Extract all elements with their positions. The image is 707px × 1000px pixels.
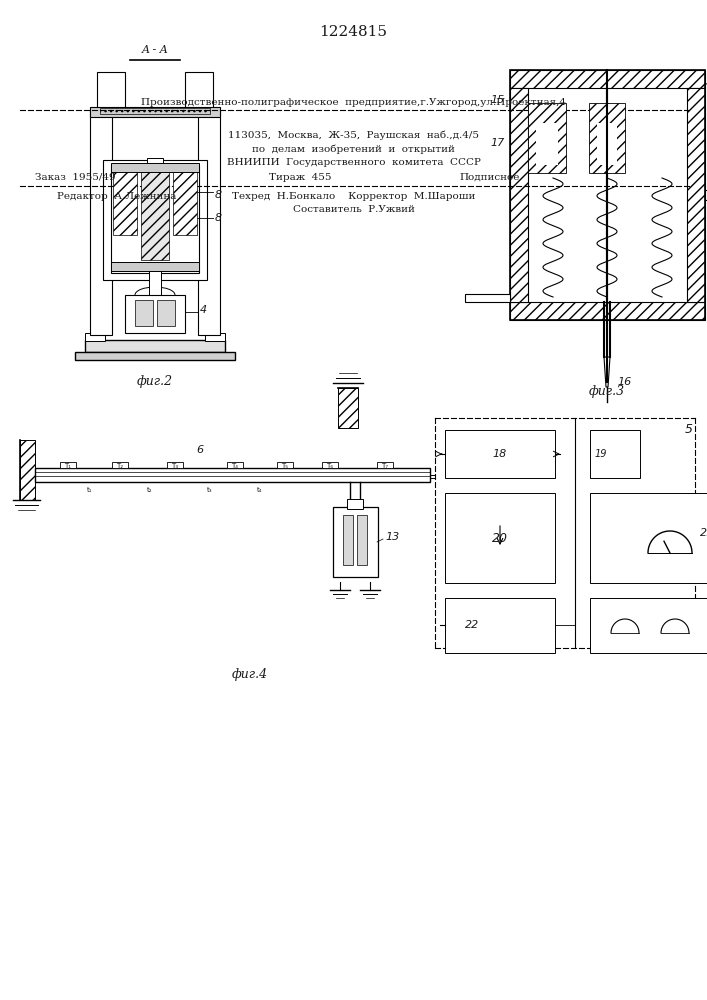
Bar bbox=[510, 70, 705, 88]
Text: t₄: t₄ bbox=[257, 487, 263, 493]
Bar bbox=[111, 163, 199, 172]
Text: фиг.4: фиг.4 bbox=[232, 668, 268, 681]
Text: 8: 8 bbox=[215, 213, 222, 223]
Bar bbox=[597, 123, 617, 165]
Bar bbox=[277, 462, 293, 468]
Bar bbox=[445, 430, 555, 478]
Bar bbox=[103, 160, 207, 280]
Bar bbox=[147, 158, 163, 166]
Bar bbox=[343, 515, 353, 565]
Bar bbox=[111, 262, 199, 271]
Ellipse shape bbox=[135, 287, 175, 303]
Bar bbox=[85, 333, 105, 341]
Text: Подписное: Подписное bbox=[460, 173, 520, 182]
Bar bbox=[536, 123, 558, 165]
Text: 20: 20 bbox=[492, 532, 508, 544]
Bar bbox=[35, 468, 430, 482]
Bar bbox=[227, 462, 243, 468]
Bar bbox=[322, 462, 338, 468]
Text: T₃: T₃ bbox=[172, 463, 178, 469]
Text: A - A: A - A bbox=[141, 45, 168, 55]
Bar bbox=[97, 72, 125, 112]
Text: Тираж  455: Тираж 455 bbox=[269, 173, 331, 182]
Circle shape bbox=[615, 444, 635, 464]
Text: Техред  Н.Бонкало    Корректор  М.Шароши: Техред Н.Бонкало Корректор М.Шароши bbox=[232, 192, 475, 201]
Text: 15: 15 bbox=[491, 95, 505, 105]
Bar bbox=[60, 462, 76, 468]
Bar bbox=[510, 302, 705, 320]
Bar bbox=[333, 507, 378, 577]
Text: 6: 6 bbox=[197, 445, 204, 455]
Bar bbox=[338, 388, 358, 428]
Text: Составитель  Р.Ужвий: Составитель Р.Ужвий bbox=[293, 205, 414, 214]
Bar bbox=[100, 108, 210, 114]
Text: фиг.2: фиг.2 bbox=[137, 375, 173, 388]
Bar bbox=[185, 72, 213, 112]
Polygon shape bbox=[604, 357, 610, 387]
Text: Заказ  1955/49: Заказ 1955/49 bbox=[35, 173, 116, 182]
Text: 113035,  Москва,  Ж-35,  Раушская  наб.,д.4/5: 113035, Москва, Ж-35, Раушская наб.,д.4/… bbox=[228, 130, 479, 139]
Bar bbox=[510, 70, 705, 320]
Bar bbox=[589, 103, 625, 173]
Circle shape bbox=[350, 517, 360, 527]
Bar bbox=[167, 462, 183, 468]
Bar bbox=[141, 168, 169, 260]
Bar bbox=[687, 88, 705, 302]
Text: t₁: t₁ bbox=[87, 487, 93, 493]
Bar bbox=[90, 107, 220, 117]
Text: 4: 4 bbox=[200, 305, 207, 315]
Text: 18: 18 bbox=[493, 449, 507, 459]
Text: 16: 16 bbox=[617, 377, 631, 387]
Text: Редактор  А.Лежнина: Редактор А.Лежнина bbox=[57, 192, 176, 201]
Bar bbox=[590, 493, 707, 583]
Bar bbox=[85, 340, 225, 352]
Bar bbox=[113, 170, 137, 235]
Text: 21: 21 bbox=[700, 528, 707, 538]
Bar bbox=[445, 598, 555, 653]
Text: t₂: t₂ bbox=[147, 487, 153, 493]
Text: 22: 22 bbox=[465, 620, 479, 630]
Bar bbox=[705, 190, 707, 200]
Bar bbox=[173, 170, 197, 235]
Bar bbox=[377, 462, 393, 468]
Text: ВНИИПИ  Государственного  комитета  СССР: ВНИИПИ Государственного комитета СССР bbox=[226, 158, 481, 167]
Bar bbox=[111, 165, 199, 273]
Bar bbox=[149, 271, 161, 316]
Bar bbox=[465, 294, 510, 302]
Bar bbox=[125, 295, 185, 333]
Bar bbox=[135, 300, 153, 326]
Bar bbox=[528, 103, 566, 173]
Bar bbox=[205, 333, 225, 341]
Text: T₂: T₂ bbox=[117, 463, 124, 469]
Text: 19: 19 bbox=[595, 449, 607, 459]
Text: T₄: T₄ bbox=[231, 463, 238, 469]
Bar bbox=[510, 88, 528, 302]
Bar bbox=[590, 430, 640, 478]
Text: 13: 13 bbox=[385, 532, 399, 542]
Bar bbox=[90, 110, 112, 335]
Bar bbox=[445, 493, 555, 583]
Bar bbox=[357, 515, 367, 565]
Text: 5: 5 bbox=[685, 423, 693, 436]
Text: Производственно-полиграфическое  предприятие,г.Ужгород,ул.Проектная,4: Производственно-полиграфическое предприя… bbox=[141, 98, 566, 107]
Text: 17: 17 bbox=[491, 138, 505, 148]
Bar bbox=[157, 300, 175, 326]
Text: T₁: T₁ bbox=[64, 463, 71, 469]
Text: фиг.3: фиг.3 bbox=[589, 385, 625, 398]
Text: 1224815: 1224815 bbox=[319, 25, 387, 39]
Text: T₆: T₆ bbox=[327, 463, 334, 469]
Bar bbox=[112, 462, 128, 468]
Text: T₇: T₇ bbox=[382, 463, 389, 469]
Text: 8: 8 bbox=[215, 190, 222, 200]
Bar bbox=[590, 598, 707, 653]
Bar bbox=[347, 499, 363, 509]
Text: T₅: T₅ bbox=[281, 463, 288, 469]
Text: t₃: t₃ bbox=[207, 487, 213, 493]
Bar bbox=[20, 440, 35, 500]
Bar bbox=[75, 352, 235, 360]
Bar bbox=[198, 110, 220, 335]
Text: по  делам  изобретений  и  открытий: по делам изобретений и открытий bbox=[252, 144, 455, 153]
